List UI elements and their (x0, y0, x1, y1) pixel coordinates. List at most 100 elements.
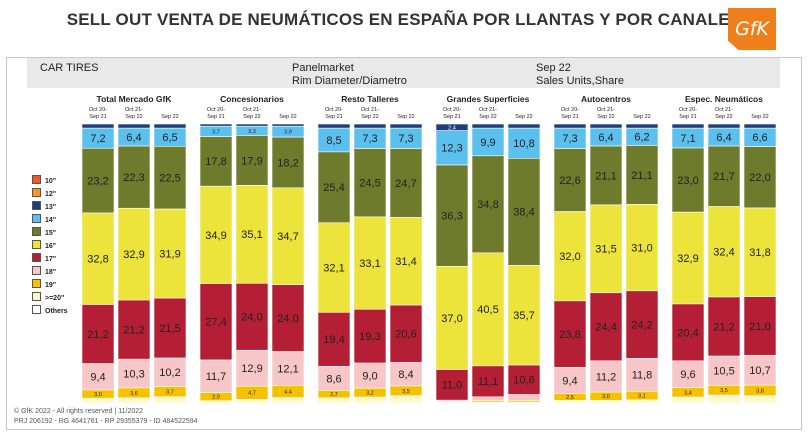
data-label: 32,1 (323, 262, 344, 274)
data-label: 32,9 (677, 253, 698, 265)
data-label: 7,1 (680, 133, 695, 145)
bar-segment (589, 145, 623, 206)
data-label: 3,5 (720, 388, 728, 394)
legend-swatch (32, 305, 41, 314)
data-label: 3,4 (684, 390, 692, 396)
bar-segment (707, 355, 741, 386)
legend-item: 15" (32, 227, 56, 237)
data-label: 3,7 (166, 390, 174, 396)
period-label: Sep 21 (679, 114, 696, 120)
period-label: Oct 20- (89, 107, 107, 113)
bar-segment (707, 206, 741, 298)
data-label: 22,3 (123, 172, 144, 184)
bar-segment (117, 358, 151, 389)
period-label: Sep 21 (443, 114, 460, 120)
data-label: 34,9 (205, 230, 226, 242)
legend-item: 14" (32, 214, 56, 224)
data-label: 36,3 (441, 211, 462, 223)
data-label: 2,7 (330, 392, 338, 398)
bar-segment (81, 304, 115, 364)
bar-segment (199, 359, 233, 393)
data-label: 21,0 (749, 321, 770, 333)
data-label: 10,5 (713, 366, 734, 378)
data-label: 40,5 (477, 304, 498, 316)
period-label: Sep 22 (397, 114, 414, 120)
period-label: Oct 20- (443, 107, 461, 113)
bar-segment (553, 400, 587, 404)
period-label: Sep 22 (597, 114, 614, 120)
data-label: 32,0 (559, 251, 580, 263)
bar-segment (589, 204, 623, 294)
group-label: Grandes Superficies (447, 94, 530, 104)
bar-segment (153, 146, 187, 210)
data-label: 3,7 (212, 129, 220, 135)
legend-swatch (32, 240, 41, 249)
data-label: 11,0 (442, 380, 463, 392)
data-label: 21,5 (159, 323, 180, 335)
data-label: 9,9 (480, 137, 495, 149)
data-label: 6,4 (126, 132, 141, 144)
data-label: 2,9 (212, 395, 220, 401)
legend-item: 18" (32, 266, 56, 276)
data-label: 24,0 (277, 313, 298, 325)
bar-segment (707, 394, 741, 404)
legend-label: 16" (45, 243, 57, 250)
bar-segment (471, 123, 505, 129)
data-label: 31,9 (159, 248, 180, 260)
bar-segment (471, 155, 505, 254)
bar-segment (625, 145, 659, 205)
bar-segment (589, 123, 623, 129)
legend-swatch (32, 279, 41, 288)
data-label: 4,4 (284, 389, 292, 395)
bar-segment (671, 123, 705, 129)
period-label: Oct 21- (715, 107, 733, 113)
bar-segment (153, 297, 187, 359)
period-label: Sep 22 (161, 114, 178, 120)
bar-segment (199, 123, 233, 127)
bar-segment (625, 290, 659, 359)
bar-segment (271, 123, 305, 127)
data-label: 21,2 (713, 321, 734, 333)
data-label: 9,6 (680, 369, 695, 381)
bar-segment (507, 394, 541, 402)
bar-segment (153, 357, 187, 387)
info-measure: Sales Units,Share (536, 75, 625, 87)
bar-segment (671, 211, 705, 305)
data-label: 31,8 (749, 247, 770, 259)
data-label: 22,5 (159, 173, 180, 185)
bar-segment (589, 292, 623, 362)
period-label: Oct 20- (325, 107, 343, 113)
bar-segment (471, 127, 505, 157)
data-label: 9,4 (90, 372, 105, 384)
data-label: 18,2 (277, 157, 298, 169)
data-label: 24,5 (359, 178, 380, 190)
data-label: 34,7 (277, 231, 298, 243)
data-label: 8,4 (398, 369, 413, 381)
bar-segment (81, 123, 115, 129)
legend-swatch (32, 253, 41, 262)
legend-item: >=20" (32, 292, 64, 302)
bar-segment (507, 127, 541, 159)
bar-segment (353, 362, 387, 389)
bar-segment (507, 123, 541, 129)
bar-segment (81, 212, 115, 305)
legend-swatch (32, 227, 41, 236)
period-label: Sep 21 (561, 114, 578, 120)
period-label: Sep 22 (515, 114, 532, 120)
period-label: Sep 21 (325, 114, 342, 120)
period-label: Oct 21- (125, 107, 143, 113)
period-label: Oct 21- (479, 107, 497, 113)
data-label: 19,3 (359, 331, 380, 343)
bar-segment (625, 358, 659, 392)
data-label: 21,1 (595, 170, 616, 182)
bar-segment (235, 399, 269, 404)
bar-segment (389, 123, 423, 129)
period-label: Sep 22 (715, 114, 732, 120)
data-label: 4,7 (248, 391, 256, 397)
data-label: 2,4 (448, 125, 456, 131)
bar-segment (707, 123, 741, 129)
bar-segment (671, 303, 705, 362)
bar-segment (81, 363, 115, 391)
bar-segment (507, 265, 541, 366)
info-dimension: Rim Diameter/Diametro (292, 75, 407, 87)
